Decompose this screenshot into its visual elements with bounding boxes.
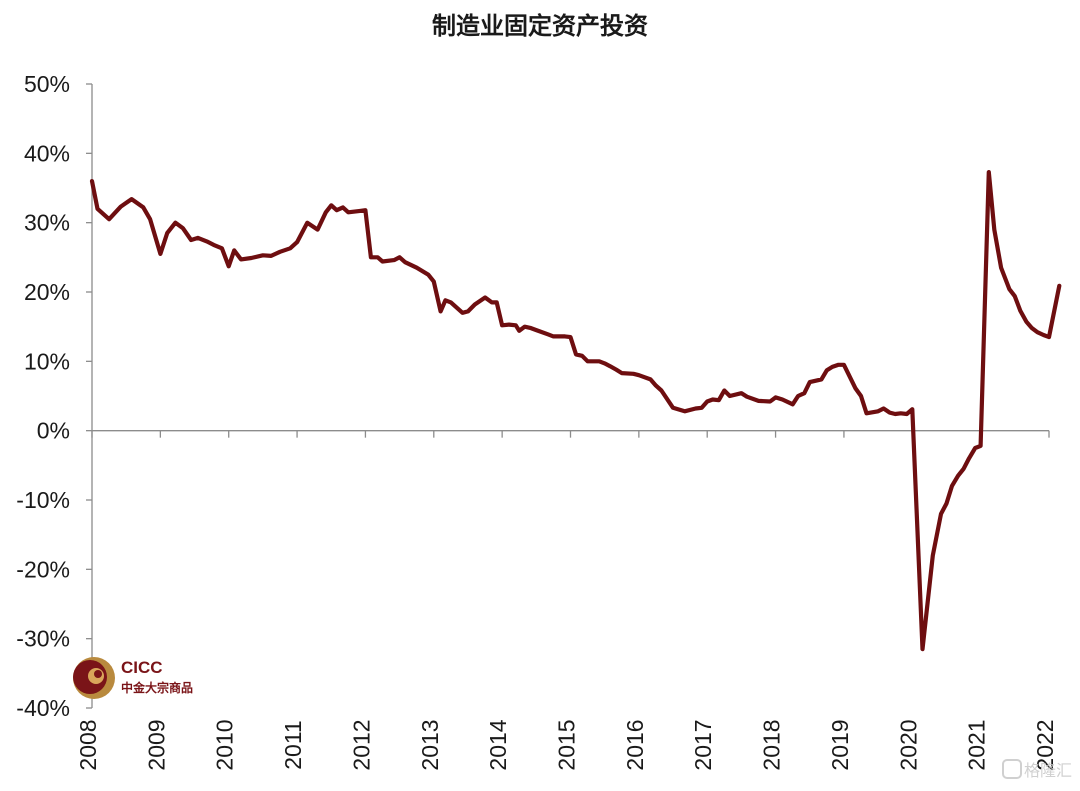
watermark-text: 格隆汇: [1024, 761, 1072, 780]
x-tick-label: 2020: [895, 719, 921, 770]
y-tick-label: 0%: [37, 418, 70, 444]
cicc-logo: CICC 中金大宗商品: [73, 657, 193, 699]
y-tick-label: -20%: [16, 556, 70, 582]
y-tick-label: 10%: [24, 348, 70, 374]
y-axis: 50% 40% 30% 20% 10% 0% -10% -20% -30% -40%: [16, 71, 93, 721]
x-tick-label: 2012: [348, 719, 374, 770]
x-tick-label: 2011: [280, 720, 306, 769]
x-tick-label: 2022: [1032, 719, 1058, 770]
cicc-logo-dot-icon: [94, 670, 102, 678]
series-line: [89, 170, 1062, 652]
x-tick-label: 2021: [964, 719, 990, 770]
cicc-logo-name: CICC: [121, 658, 163, 677]
x-tick-label: 2017: [690, 719, 716, 770]
x-tick-label: 2010: [212, 719, 238, 770]
y-tick-label: 50%: [24, 71, 70, 97]
y-tick-label: 20%: [24, 279, 70, 305]
watermark: 格隆汇: [1002, 759, 1072, 780]
y-tick-label: -10%: [16, 487, 70, 513]
y-tick-label: -30%: [16, 626, 70, 652]
x-tick-label: 2018: [759, 719, 785, 770]
y-tick-label: 40%: [24, 140, 70, 166]
x-tick-label: 2016: [622, 719, 648, 770]
gelonghui-logo-icon: [1002, 759, 1022, 779]
x-tick-label: 2013: [417, 719, 443, 770]
plot-area: [89, 170, 1062, 652]
x-tick-label: 2014: [485, 719, 511, 770]
x-tick-label: 2019: [827, 719, 853, 770]
y-tick-label: 30%: [24, 210, 70, 236]
x-tick-label: 2015: [554, 719, 580, 770]
x-tick-label: 2008: [75, 719, 101, 770]
cicc-logo-subtitle: 中金大宗商品: [121, 680, 193, 695]
x-axis: 2008 2009 2010 2011 2012 2013 2014 2015 2016 2017…: [75, 430, 1058, 771]
y-tick-label: -40%: [16, 695, 70, 721]
x-tick-label: 2009: [143, 719, 169, 770]
chart-title: 制造业固定资产投资: [432, 12, 648, 40]
